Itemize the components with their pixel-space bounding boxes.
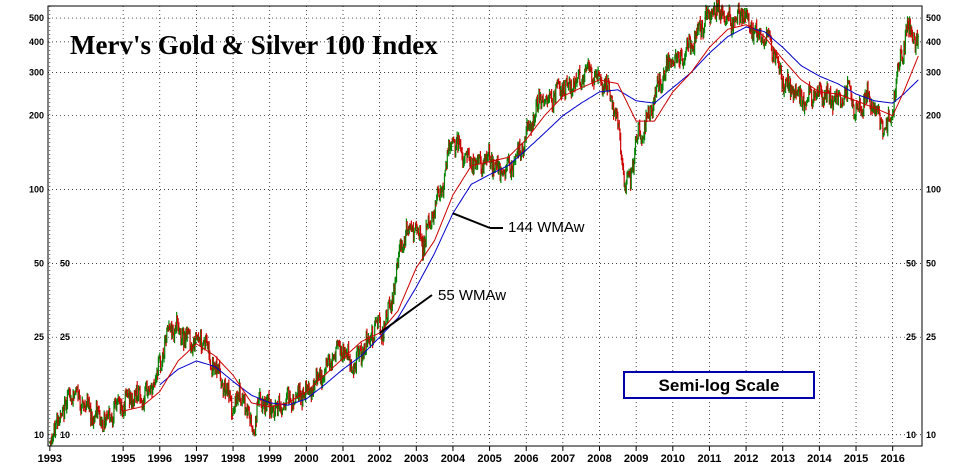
y-tick-label-right: 50 <box>926 258 936 268</box>
x-tick-label: 1997 <box>184 453 208 465</box>
x-tick-label: 2015 <box>844 453 868 465</box>
x-tick-label: 1996 <box>148 453 172 465</box>
x-tick-label: 2005 <box>477 453 501 465</box>
x-tick-label: 1999 <box>257 453 281 465</box>
annotations <box>379 212 503 334</box>
y-tick-label-right: 400 <box>926 37 941 47</box>
x-tick-label: 1998 <box>221 453 245 465</box>
x-tick-label: 2009 <box>624 453 648 465</box>
y-tick-label-left: 500 <box>29 13 44 23</box>
y-tick-label-left: 25 <box>34 332 44 342</box>
y-tick-label-left: 400 <box>29 37 44 47</box>
x-tick-label: 2016 <box>880 453 904 465</box>
x-tick-label: 2007 <box>551 453 575 465</box>
x-tick-label: 2001 <box>331 453 355 465</box>
y-tick-label-right: 25 <box>926 332 936 342</box>
y-tick-label-left: 200 <box>29 111 44 121</box>
y-tick-label-inner-right: 10 <box>906 430 916 440</box>
x-tick-label: 2010 <box>661 453 685 465</box>
annotation-144-leader <box>452 212 491 229</box>
y-tick-label-left: 100 <box>29 185 44 195</box>
axes: 10 10 10 10 25 25 25 25 50 50 50 50 100 100 200 200 300 3… <box>29 5 941 465</box>
semilog-scale-label: Semi-log Scale <box>659 376 780 395</box>
y-tick-label-right: 200 <box>926 111 941 121</box>
y-tick-label-inner: 10 <box>60 430 70 440</box>
x-tick-label: 1993 <box>38 453 62 465</box>
annotation-55-leader <box>379 294 433 334</box>
series-layer <box>48 0 920 447</box>
x-tick-label: 2006 <box>514 453 538 465</box>
chart-title: Merv's Gold & Silver 100 Index <box>70 30 438 60</box>
y-tick-label-inner-right: 25 <box>906 332 916 342</box>
y-tick-label-right: 300 <box>926 67 941 77</box>
x-tick-label: 2002 <box>367 453 391 465</box>
y-tick-label-left: 10 <box>34 430 44 440</box>
annotation-144-wmaw: 144 WMAw <box>508 219 585 236</box>
x-tick-label: 2012 <box>734 453 758 465</box>
x-tick-label: 2014 <box>807 453 832 465</box>
y-tick-label-inner-right: 50 <box>906 258 916 268</box>
x-tick-label: 2000 <box>294 453 318 465</box>
ma-55-line <box>122 24 919 412</box>
x-tick-label: 2004 <box>441 453 466 465</box>
x-tick-label: 2008 <box>587 453 611 465</box>
y-tick-label-right: 10 <box>926 430 936 440</box>
annotation-55-wmaw: 55 WMAw <box>438 287 506 304</box>
y-tick-label-right: 100 <box>926 185 941 195</box>
ma-144-line <box>159 26 919 406</box>
x-tick-label: 1995 <box>111 453 135 465</box>
x-tick-label: 2011 <box>698 453 722 465</box>
y-tick-label-inner: 50 <box>60 258 70 268</box>
y-tick-label-left: 50 <box>34 258 44 268</box>
y-tick-label-inner: 25 <box>60 332 70 342</box>
semilog-scale-box <box>623 371 815 399</box>
x-tick-label: 2013 <box>771 453 795 465</box>
plot-frame <box>47 5 923 447</box>
y-tick-label-left: 300 <box>29 67 44 77</box>
x-tick-label: 2003 <box>404 453 428 465</box>
y-tick-label-right: 500 <box>926 13 941 23</box>
